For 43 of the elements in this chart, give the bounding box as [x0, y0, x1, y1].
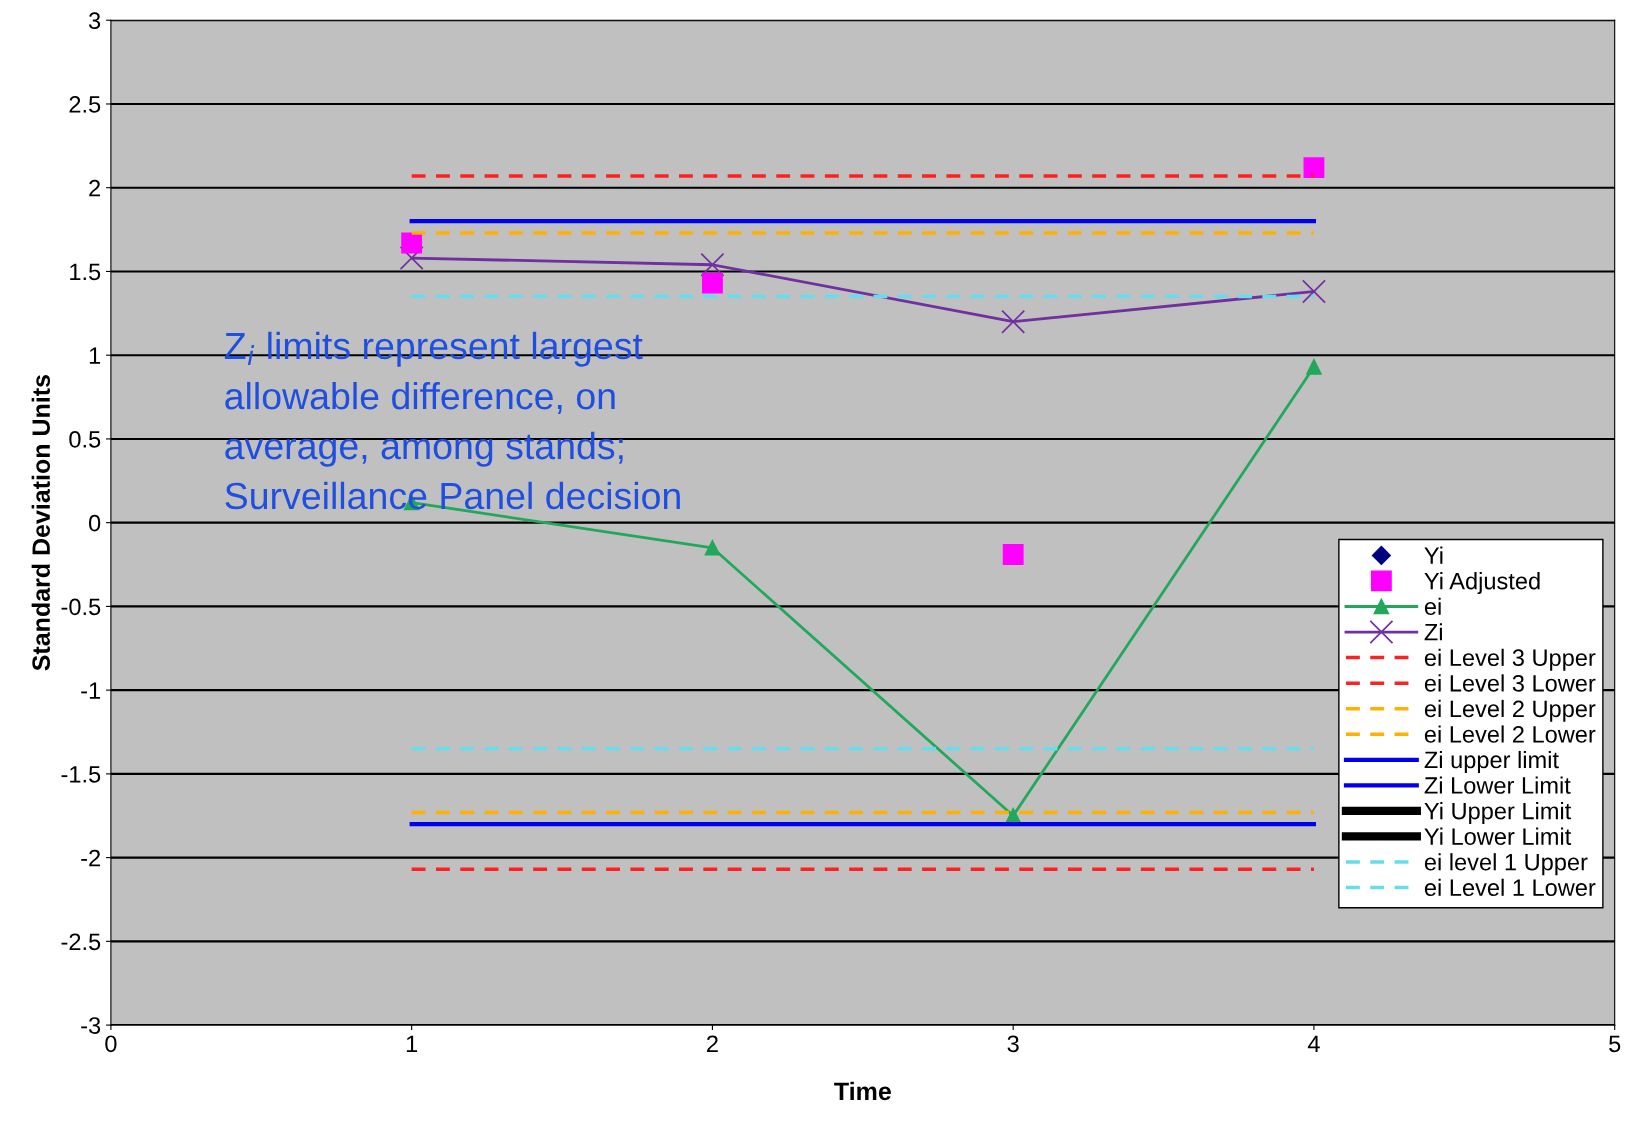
point	[1303, 157, 1325, 179]
legend-label: ei Level 1 Lower	[1424, 878, 1596, 897]
point	[401, 232, 423, 254]
x-tick-label: 2	[707, 1035, 718, 1052]
x-tick-label: 0	[105, 1035, 117, 1053]
y-tick-label: 1.5	[70, 263, 101, 281]
y-tick-label: 3	[88, 12, 101, 30]
y-tick-label: -1.5	[61, 766, 101, 783]
legend-label: Yi Lower Limit	[1424, 827, 1572, 845]
x-tick-label: 4	[1307, 1035, 1320, 1052]
y-tick-label: 0.5	[69, 430, 101, 448]
y-tick-label: -3	[81, 1017, 101, 1034]
point	[1301, 279, 1326, 304]
y-tick-label: -2.5	[61, 933, 101, 951]
point	[1002, 544, 1024, 565]
legend-label: Zi upper limit	[1424, 750, 1559, 773]
x-tick-label: 5	[1609, 1035, 1621, 1053]
y-tick-label: -1	[81, 682, 101, 699]
legend-label: ei level 1 Upper	[1424, 853, 1588, 876]
legend-label: Yi Upper Limit	[1424, 802, 1572, 825]
x-tick-label: 1	[406, 1035, 418, 1052]
y-tick-label: 0	[88, 514, 101, 532]
y-tick-label: 1	[89, 347, 101, 364]
y-tick-label: -2	[81, 849, 100, 867]
point	[1001, 309, 1026, 334]
legend-label: ei	[1424, 597, 1441, 615]
legend-label: Zi Lower Limit	[1424, 776, 1571, 794]
legend-label: ei Level 2 Lower	[1424, 725, 1596, 743]
x-tick-label: 3	[1007, 1035, 1019, 1053]
legend-label: ei Level 3 Lower	[1424, 674, 1596, 692]
y-axis-title: Standard Deviation Units	[31, 375, 51, 671]
point	[704, 540, 721, 556]
legend-label: Yi Adjusted	[1424, 572, 1540, 595]
legend-label: ei Level 2 Upper	[1424, 699, 1596, 722]
legend-label: ei Level 3 Upper	[1424, 648, 1596, 671]
legend-label: Yi	[1424, 546, 1443, 564]
y-tick-label: 2.5	[69, 96, 101, 113]
y-tick-label: -0.5	[61, 598, 101, 616]
y-tick-label: 2	[89, 179, 100, 197]
point	[702, 272, 723, 294]
point	[1306, 359, 1322, 375]
legend-label: Zi	[1424, 623, 1442, 641]
x-axis-title: Time	[834, 1081, 891, 1101]
